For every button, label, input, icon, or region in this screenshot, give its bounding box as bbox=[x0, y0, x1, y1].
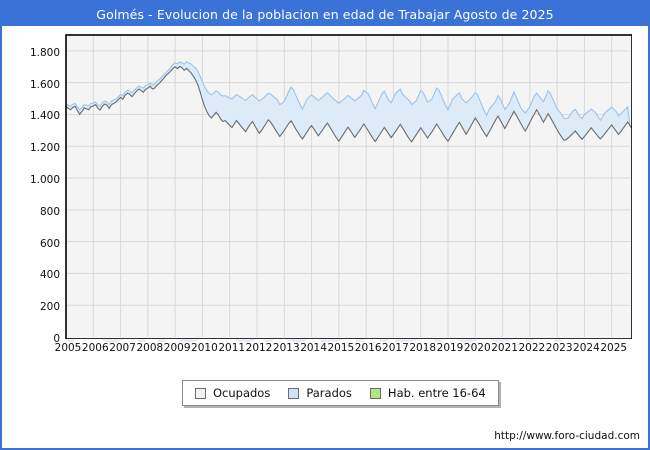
y-tick-label: 1.400 bbox=[29, 110, 60, 123]
x-tick-label: 2009 bbox=[163, 342, 191, 354]
plot-frame bbox=[65, 34, 632, 339]
footer-url: http://www.foro-ciudad.com bbox=[494, 430, 640, 442]
x-tick-label: 2020 bbox=[463, 342, 491, 354]
chart-svg bbox=[65, 34, 632, 339]
legend-label: Ocupados bbox=[213, 386, 271, 400]
legend-swatch-icon bbox=[288, 387, 300, 399]
x-tick-label: 2022 bbox=[518, 342, 546, 354]
y-tick-label: 1.200 bbox=[29, 142, 60, 155]
x-tick-label: 2010 bbox=[191, 342, 218, 354]
y-tick-label: 1.000 bbox=[29, 174, 60, 187]
x-tick-label: 2012 bbox=[245, 342, 273, 354]
x-tick-label: 2005 bbox=[54, 342, 82, 354]
x-tick-label: 2015 bbox=[327, 342, 355, 354]
ocupados-line bbox=[65, 65, 632, 143]
y-tick-label: 600 bbox=[39, 237, 60, 250]
x-tick-label: 2019 bbox=[436, 342, 464, 354]
x-tick-label: 2014 bbox=[300, 342, 327, 354]
x-tick-label: 2021 bbox=[491, 342, 518, 354]
y-tick-label: 1.600 bbox=[29, 78, 60, 91]
legend-label: Hab. entre 16-64 bbox=[387, 386, 486, 400]
legend-hab[interactable]: Hab. entre 16-64 bbox=[369, 386, 486, 400]
parados-area bbox=[66, 61, 632, 142]
y-tick-label: 200 bbox=[39, 301, 60, 314]
x-tick-label: 2025 bbox=[600, 342, 628, 354]
y-axis-labels: 0 200 400 600 800 1.000 1.200 1.400 1.600 1.800 bbox=[2, 33, 60, 345]
chart-legend: Ocupados Parados Hab. entre 16-64 bbox=[182, 380, 499, 406]
x-tick-label: 2011 bbox=[218, 342, 246, 354]
y-tick-label: 400 bbox=[39, 269, 60, 282]
window-title-bar: Golmés - Evolucion de la poblacion en ed… bbox=[2, 2, 648, 26]
legend-parados[interactable]: Parados bbox=[288, 386, 352, 400]
parados-line bbox=[65, 61, 632, 130]
x-tick-label: 2007 bbox=[109, 342, 136, 354]
x-tick-label: 2006 bbox=[81, 342, 109, 354]
plot-area bbox=[64, 33, 632, 339]
x-tick-label: 2013 bbox=[272, 342, 300, 354]
x-tick-label: 2024 bbox=[573, 342, 600, 354]
x-tick-label: 2017 bbox=[382, 342, 409, 354]
legend-swatch-icon bbox=[195, 387, 206, 399]
legend-label: Parados bbox=[306, 386, 352, 400]
plot-background bbox=[66, 35, 632, 339]
x-tick-label: 2018 bbox=[409, 342, 437, 354]
y-tick-label: 1.800 bbox=[29, 46, 60, 59]
legend-ocupados[interactable]: Ocupados bbox=[195, 386, 270, 400]
y-tick-label: 0 bbox=[53, 333, 60, 345]
x-tick-label: 2016 bbox=[354, 342, 382, 354]
legend-swatch-icon bbox=[369, 387, 381, 399]
page-title: Golmés - Evolucion de la poblacion en ed… bbox=[96, 6, 554, 22]
x-tick-label: 2008 bbox=[136, 342, 164, 354]
x-axis-labels: 2005 2006 2007 2008 2009 2010 2011 2012 2013 2014… bbox=[55, 342, 634, 358]
x-tick-label: 2023 bbox=[545, 342, 573, 354]
y-tick-label: 800 bbox=[39, 205, 60, 218]
